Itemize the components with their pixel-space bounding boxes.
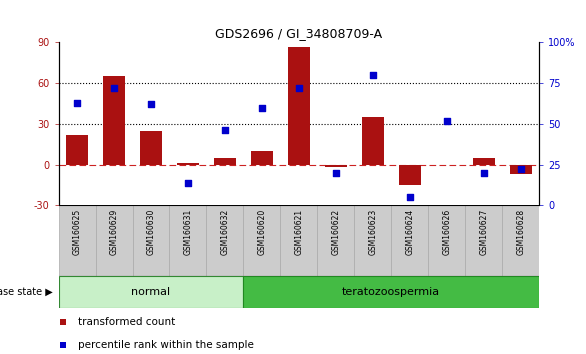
Point: [516, 167, 525, 172]
Point: [442, 118, 451, 124]
Bar: [66, 135, 88, 165]
Bar: [132, 205, 169, 276]
Text: GSM160624: GSM160624: [406, 209, 414, 255]
Bar: [243, 276, 539, 308]
Text: GSM160625: GSM160625: [73, 209, 81, 255]
Point: [183, 180, 193, 185]
Bar: [140, 131, 162, 165]
Text: percentile rank within the sample: percentile rank within the sample: [78, 340, 254, 350]
Bar: [169, 205, 206, 276]
Point: [368, 72, 377, 78]
Bar: [502, 205, 539, 276]
Bar: [251, 151, 273, 165]
Bar: [355, 205, 391, 276]
Bar: [177, 163, 199, 165]
Text: GSM160631: GSM160631: [183, 209, 192, 255]
Bar: [391, 205, 428, 276]
Point: [73, 100, 82, 105]
Text: GSM160632: GSM160632: [220, 209, 230, 255]
Bar: [428, 205, 465, 276]
Bar: [59, 205, 96, 276]
Point: [110, 85, 119, 91]
Text: GSM160622: GSM160622: [331, 209, 340, 255]
Text: GSM160621: GSM160621: [294, 209, 304, 255]
Bar: [280, 205, 318, 276]
Point: [479, 170, 488, 176]
Text: teratozoospermia: teratozoospermia: [342, 287, 440, 297]
Bar: [206, 205, 243, 276]
Point: [294, 85, 304, 91]
Text: normal: normal: [131, 287, 171, 297]
Text: GSM160629: GSM160629: [110, 209, 118, 255]
Text: GSM160620: GSM160620: [257, 209, 267, 255]
Bar: [96, 205, 132, 276]
Text: disease state ▶: disease state ▶: [0, 287, 53, 297]
Bar: [510, 165, 532, 174]
Text: transformed count: transformed count: [78, 317, 175, 327]
Text: GSM160626: GSM160626: [442, 209, 451, 255]
Bar: [318, 205, 355, 276]
Text: GSM160623: GSM160623: [368, 209, 377, 255]
Bar: [362, 117, 384, 165]
Point: [405, 194, 414, 200]
Bar: [214, 158, 236, 165]
Point: [257, 105, 267, 110]
Bar: [288, 47, 310, 165]
Bar: [243, 205, 280, 276]
Bar: [325, 165, 347, 167]
Bar: [59, 276, 243, 308]
Bar: [472, 158, 495, 165]
Point: [146, 102, 156, 107]
Bar: [398, 165, 421, 185]
Text: GSM160630: GSM160630: [146, 209, 155, 255]
Title: GDS2696 / GI_34808709-A: GDS2696 / GI_34808709-A: [215, 27, 383, 40]
Text: GSM160627: GSM160627: [479, 209, 488, 255]
Point: [331, 170, 340, 176]
Bar: [465, 205, 502, 276]
Point: [220, 127, 230, 133]
Bar: [103, 76, 125, 165]
Text: GSM160628: GSM160628: [516, 209, 525, 255]
